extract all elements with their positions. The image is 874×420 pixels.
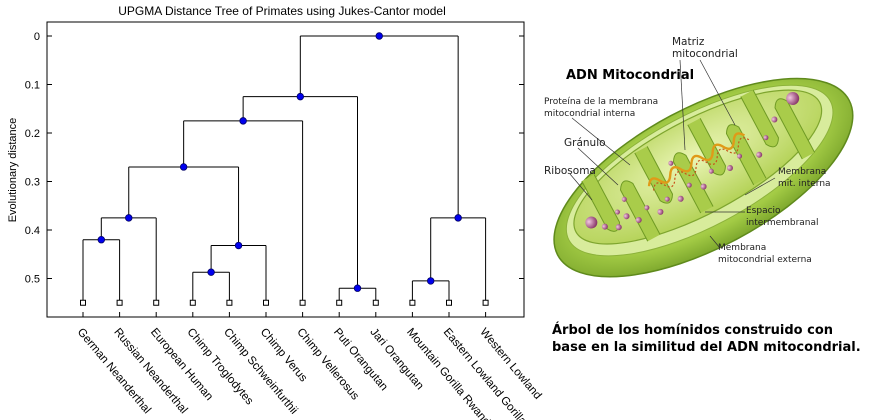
label-matriz-2: mitocondrial xyxy=(672,48,738,60)
matrix-granule xyxy=(727,165,734,172)
leaf-node xyxy=(299,299,306,306)
internal-node xyxy=(97,235,105,244)
leaf-node xyxy=(116,299,123,306)
figure-caption: Árbol de los homínidos construido con ba… xyxy=(552,323,861,355)
label-membrana-externa-1: Membrana xyxy=(718,243,766,253)
label-matriz-1: Matriz xyxy=(672,36,705,48)
label-espacio-1: Espacio xyxy=(746,206,781,216)
matrix-granule xyxy=(615,224,622,231)
y-tick-label: 0.3 xyxy=(25,177,40,189)
chart-title: UPGMA Distance Tree of Primates using Ju… xyxy=(118,4,445,18)
matrix-granule xyxy=(737,153,743,159)
matrix-granule xyxy=(786,91,800,105)
internal-node xyxy=(375,32,383,40)
mitochondrion-body xyxy=(553,77,854,278)
internal-node xyxy=(179,163,188,171)
y-tick-label: 0.1 xyxy=(25,80,40,92)
crista-fold xyxy=(581,174,621,232)
leaf-label: European Human xyxy=(148,326,215,403)
leaf-label: Chimp Troglodytes xyxy=(185,326,256,407)
leader-lines xyxy=(569,59,776,249)
matrix-granule xyxy=(700,183,707,190)
leaf-node xyxy=(409,299,416,306)
matrix-granule xyxy=(644,205,650,211)
label-granulo: Gránulo xyxy=(564,137,606,149)
leaf-node xyxy=(226,299,233,306)
dendrogram-chart: UPGMA Distance Tree of Primates using Ju… xyxy=(7,4,543,420)
matrix-granule xyxy=(664,196,670,202)
leaf-node xyxy=(153,299,160,306)
y-tick-label: 0 xyxy=(34,31,40,43)
leaf-node xyxy=(372,299,379,306)
label-membrana-interna-2: mit. interna xyxy=(778,179,831,189)
leaf-node xyxy=(263,299,269,306)
internal-node xyxy=(353,284,362,292)
matrix-granule xyxy=(635,216,642,223)
mitochondrial-dna xyxy=(647,132,746,187)
internal-node xyxy=(239,117,247,125)
mitochondria-diagram: ADN Mitocondrial Matriz mitocondrial Pro… xyxy=(544,36,854,278)
matrix-granule xyxy=(686,182,692,188)
matrix-granule xyxy=(708,168,714,174)
leaf-node xyxy=(189,299,196,306)
crista-fold xyxy=(725,124,767,186)
cristae xyxy=(581,89,816,242)
matrix-granule xyxy=(756,151,763,158)
mitochondrial-dna-strand xyxy=(653,137,750,191)
matrix-granule xyxy=(763,135,769,141)
ribosomes-granules xyxy=(585,91,800,231)
label-proteina-2: mitocondrial interna xyxy=(544,109,635,119)
leaf-label: Russian Neanderthal xyxy=(111,326,189,416)
tree-nodes xyxy=(97,32,462,292)
matrix-granule xyxy=(614,209,620,215)
matrix-granule xyxy=(668,160,674,166)
internal-node xyxy=(454,214,462,222)
crista-fold xyxy=(740,89,779,148)
y-tick-label: 0.5 xyxy=(25,274,40,286)
leaf-label: Western Lowland xyxy=(477,326,543,402)
matrix-granule xyxy=(771,116,778,123)
y-tick-label: 0.2 xyxy=(25,128,40,140)
label-membrana-externa-2: mitocondrial externa xyxy=(718,255,812,265)
internal-node xyxy=(125,214,133,222)
leaf-node xyxy=(446,299,452,306)
label-membrana-interna-1: Membrana xyxy=(778,167,826,177)
y-axis-ticks: 0 0.1 0.2 0.3 0.4 0.5 xyxy=(25,31,524,317)
crista-fold xyxy=(634,146,674,204)
internal-node xyxy=(234,241,243,250)
label-espacio-2: intermembranal xyxy=(746,218,819,228)
y-axis-label: Evolutionary distance xyxy=(7,118,19,223)
plot-frame xyxy=(46,21,525,318)
tree-branches xyxy=(82,35,487,303)
crista-fold xyxy=(672,152,714,214)
label-ribosoma: Ribosoma xyxy=(544,165,596,177)
internal-node xyxy=(207,268,215,276)
matrix-granule xyxy=(677,195,684,202)
matrix-granule xyxy=(657,208,664,215)
diagram-title: ADN Mitocondrial xyxy=(566,68,694,83)
leaf-label: German Neanderthal xyxy=(75,326,153,416)
y-tick-label: 0.4 xyxy=(25,225,40,237)
leaf-node xyxy=(482,299,489,306)
crista-fold xyxy=(620,180,661,242)
matrix-granule xyxy=(585,216,598,229)
internal-node xyxy=(427,277,435,285)
leaf-label: Chimp Vellerosus xyxy=(294,326,361,402)
label-proteina-1: Proteína de la membrana xyxy=(544,97,658,107)
matrix-granule xyxy=(601,223,608,230)
leaf-node xyxy=(336,299,343,306)
matrix-granule xyxy=(621,196,627,202)
internal-node xyxy=(296,92,305,101)
matrix-granule xyxy=(623,213,630,220)
leaf-node xyxy=(80,299,86,306)
